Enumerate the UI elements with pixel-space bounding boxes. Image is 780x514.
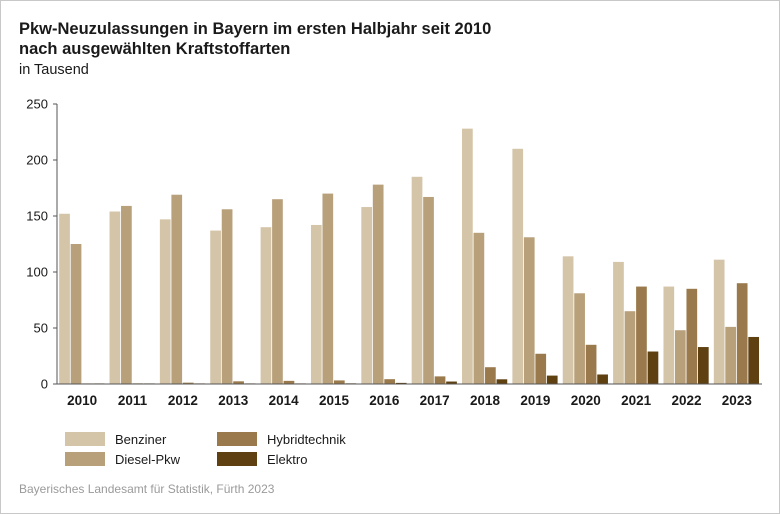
bar-benziner-2023	[713, 259, 725, 384]
x-tick-label: 2010	[67, 393, 97, 408]
bar-hybridtechnik-2013	[233, 381, 244, 384]
x-tick-label: 2021	[621, 393, 652, 408]
bar-elektro-2019	[546, 375, 558, 384]
bar-diesel-pkw-2020	[574, 293, 585, 384]
chart-title: Pkw-Neuzulassungen in Bayern im ersten H…	[19, 19, 491, 59]
bar-diesel-pkw-2011	[121, 205, 132, 384]
bar-elektro-2018	[496, 379, 508, 384]
x-tick-label: 2013	[218, 393, 249, 408]
y-tick-label: 100	[26, 265, 48, 280]
bar-hybridtechnik-2021	[636, 286, 647, 384]
legend-swatch-elektro	[217, 452, 257, 466]
bar-diesel-pkw-2010	[70, 244, 82, 384]
bar-hybridtechnik-2015	[333, 380, 345, 384]
legend-label-diesel: Diesel-Pkw	[115, 451, 181, 467]
bar-benziner-2013	[210, 230, 221, 384]
legend-label-hybrid: Hybridtechnik	[267, 431, 346, 447]
bar-benziner-2019	[512, 148, 524, 384]
bar-benziner-2012	[159, 219, 171, 384]
y-tick-label: 50	[34, 321, 48, 336]
bar-diesel-pkw-2017	[423, 196, 434, 384]
legend-swatch-diesel	[65, 452, 105, 466]
legend-item-benziner: Benziner	[65, 430, 166, 448]
bar-hybridtechnik-2022	[686, 288, 698, 384]
y-tick-label: 250	[26, 97, 48, 112]
bar-benziner-2020	[562, 256, 574, 384]
x-tick-label: 2022	[671, 393, 701, 408]
legend-item-hybrid: Hybridtechnik	[217, 430, 346, 448]
bar-hybridtechnik-2017	[434, 376, 446, 384]
bar-diesel-pkw-2018	[473, 232, 485, 384]
bar-benziner-2014	[260, 227, 272, 384]
bar-benziner-2016	[361, 207, 373, 384]
legend-item-diesel: Diesel-Pkw	[65, 450, 180, 468]
bar-diesel-pkw-2019	[523, 237, 535, 384]
bar-hybridtechnik-2020	[585, 344, 597, 384]
title-line-1: Pkw-Neuzulassungen in Bayern im ersten H…	[19, 20, 492, 38]
bar-elektro-2020	[597, 374, 608, 384]
bar-hybridtechnik-2016	[384, 379, 396, 384]
chart-legend: Benziner Diesel-Pkw Hybridtechnik Elektr…	[65, 430, 395, 470]
bar-hybridtechnik-2014	[283, 380, 295, 384]
bar-diesel-pkw-2014	[272, 199, 283, 384]
x-tick-label: 2016	[369, 393, 400, 408]
chart-subtitle: in Tausend	[19, 62, 89, 78]
bar-hybridtechnik-2023	[736, 283, 748, 384]
legend-swatch-benziner	[65, 432, 105, 446]
bar-benziner-2017	[411, 176, 423, 384]
title-line-2: nach ausgewählten Kraftstoffarten	[19, 40, 291, 58]
legend-item-elektro: Elektro	[217, 450, 307, 468]
bar-benziner-2018	[462, 128, 473, 384]
y-tick-label: 200	[26, 153, 48, 168]
legend-label-elektro: Elektro	[267, 451, 308, 467]
bar-diesel-pkw-2022	[674, 330, 686, 384]
legend-label-benziner: Benziner	[115, 431, 167, 447]
x-tick-label: 2017	[420, 393, 450, 408]
bar-benziner-2015	[310, 224, 322, 384]
legend-swatch-hybrid	[217, 432, 257, 446]
bar-hybridtechnik-2018	[485, 367, 496, 384]
bar-benziner-2010	[59, 213, 70, 384]
bar-elektro-2021	[647, 351, 659, 384]
bar-elektro-2022	[697, 347, 709, 384]
bar-hybridtechnik-2012	[182, 382, 194, 384]
x-tick-label: 2023	[722, 393, 753, 408]
x-tick-label: 2018	[470, 393, 501, 408]
y-tick-label: 0	[41, 377, 48, 392]
y-tick-label: 150	[26, 209, 48, 224]
source-note: Bayerisches Landesamt für Statistik, Für…	[19, 482, 275, 496]
bar-elektro-2023	[748, 336, 760, 384]
bar-benziner-2022	[663, 286, 675, 384]
bar-diesel-pkw-2016	[372, 184, 384, 384]
x-tick-label: 2019	[520, 393, 550, 408]
bar-diesel-pkw-2015	[322, 193, 334, 384]
bar-diesel-pkw-2013	[221, 209, 233, 384]
bar-elektro-2016	[395, 382, 407, 384]
bar-benziner-2021	[613, 261, 624, 384]
bar-diesel-pkw-2023	[725, 326, 737, 384]
x-tick-label: 2011	[118, 393, 148, 408]
bar-benziner-2011	[109, 211, 121, 384]
bar-hybridtechnik-2019	[535, 353, 547, 384]
bar-elektro-2017	[446, 381, 457, 384]
bar-diesel-pkw-2012	[171, 194, 183, 384]
bar-diesel-pkw-2021	[624, 311, 636, 384]
x-tick-label: 2014	[269, 393, 300, 408]
x-tick-label: 2012	[168, 393, 198, 408]
x-tick-label: 2015	[319, 393, 350, 408]
x-tick-label: 2020	[571, 393, 601, 408]
